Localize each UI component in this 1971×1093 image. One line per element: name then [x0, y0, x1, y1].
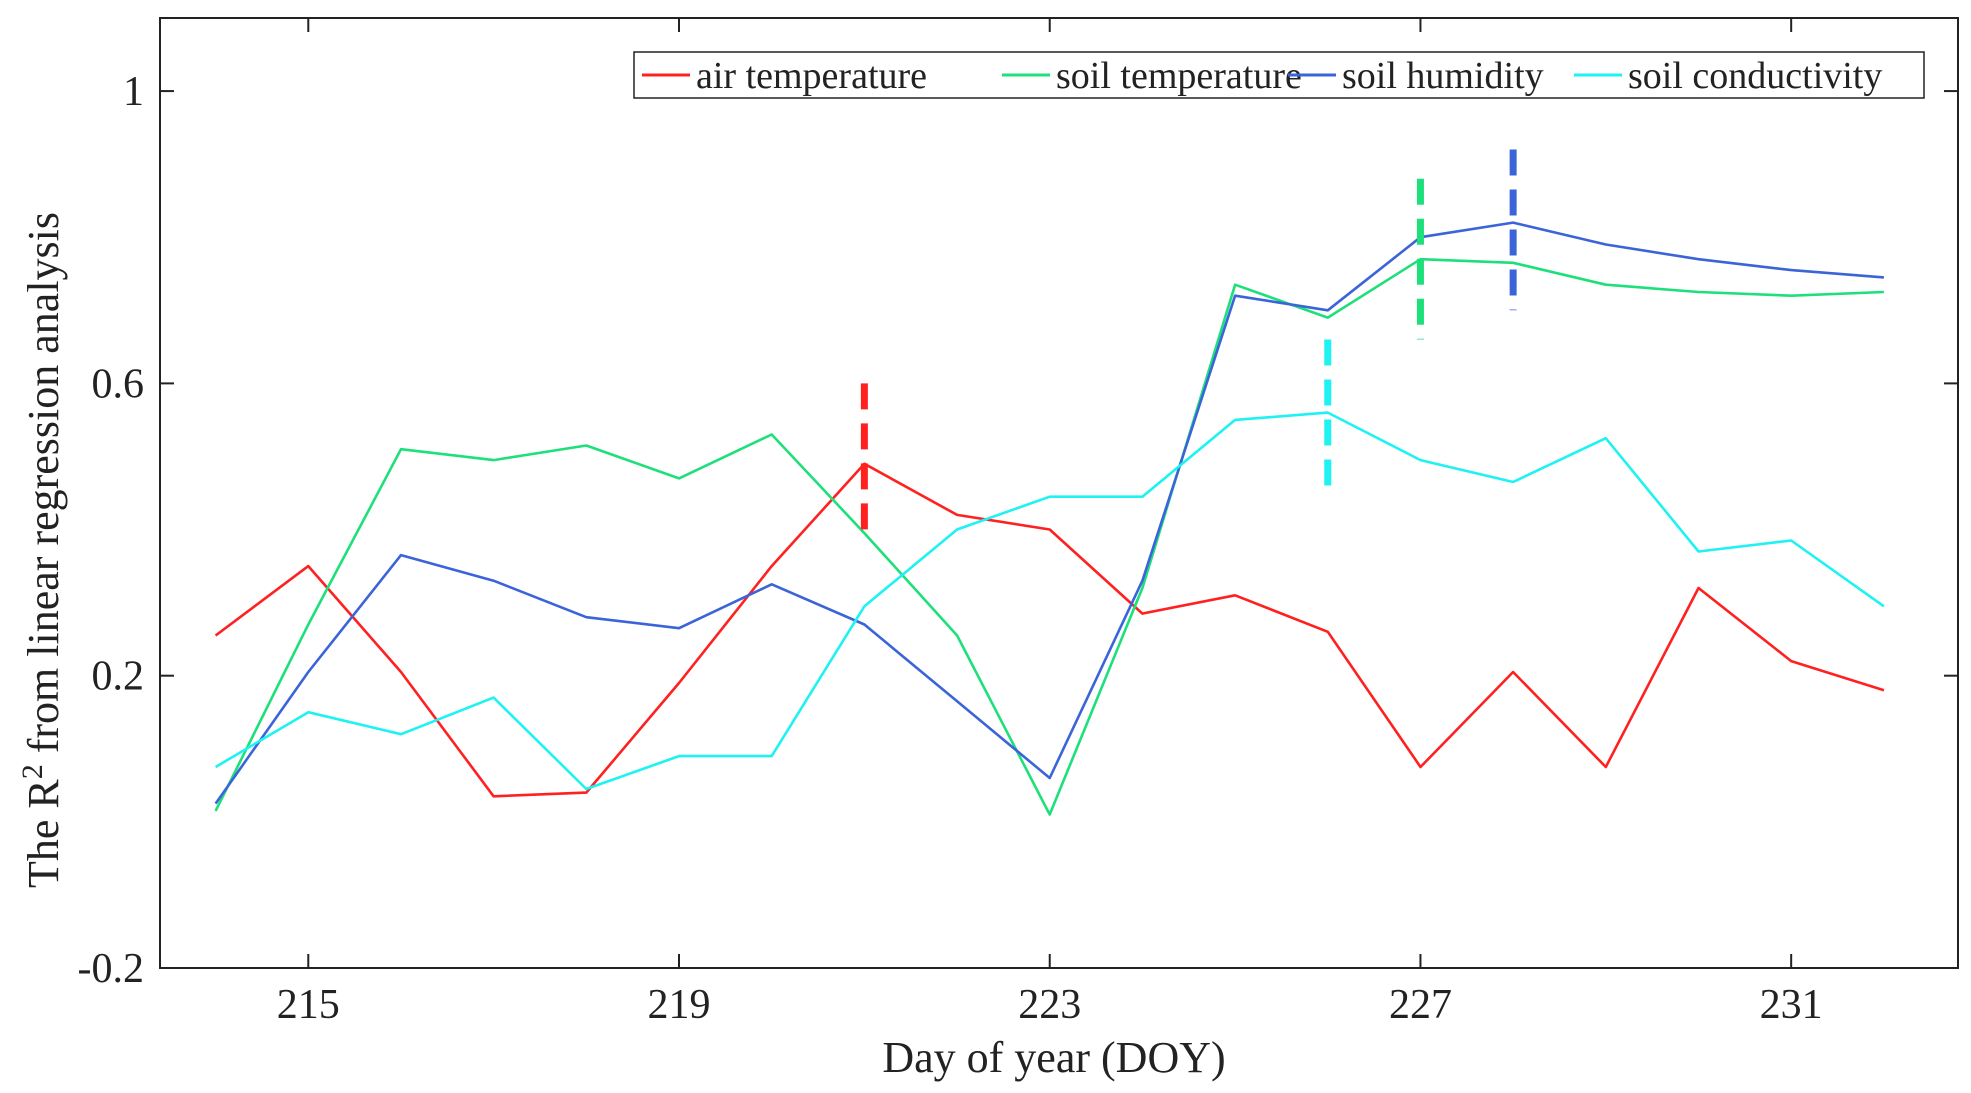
y-tick-label: -0.2 [78, 946, 145, 992]
y-axis-title-prefix: The R [19, 779, 68, 888]
x-axis-title: Day of year (DOY) [882, 1033, 1225, 1082]
y-tick-label: 0.2 [92, 654, 145, 700]
legend-box [633, 51, 1925, 99]
x-tick-label: 231 [1760, 982, 1823, 1028]
legend-label-air-temperature: air temperature [696, 55, 927, 97]
y-axis-title: The R2 from linear regression analysis [16, 212, 68, 888]
y-axis-title-superscript: 2 [16, 764, 49, 779]
x-tick-label: 223 [1018, 982, 1081, 1028]
x-tick-label: 215 [277, 982, 340, 1028]
legend-label-soil-temperature: soil temperature [1056, 55, 1302, 97]
x-tick-label: 219 [648, 982, 711, 1028]
x-tick-label: 227 [1389, 982, 1452, 1028]
legend: air temperature soil temperature soil humi… [633, 51, 1925, 99]
y-axis-title-suffix: from linear regression analysis [19, 212, 68, 764]
y-tick-label: 1 [123, 69, 144, 115]
legend-label-soil-humidity: soil humidity [1342, 55, 1544, 97]
plot-area [214, 149, 1885, 816]
plot-frame [159, 17, 1959, 969]
axes: 215 219 223 227 231 -0.2 0.2 0.6 1 [78, 17, 1959, 1028]
legend-label-soil-conductivity: soil conductivity [1628, 55, 1882, 97]
y-tick-label: 0.6 [92, 361, 145, 407]
